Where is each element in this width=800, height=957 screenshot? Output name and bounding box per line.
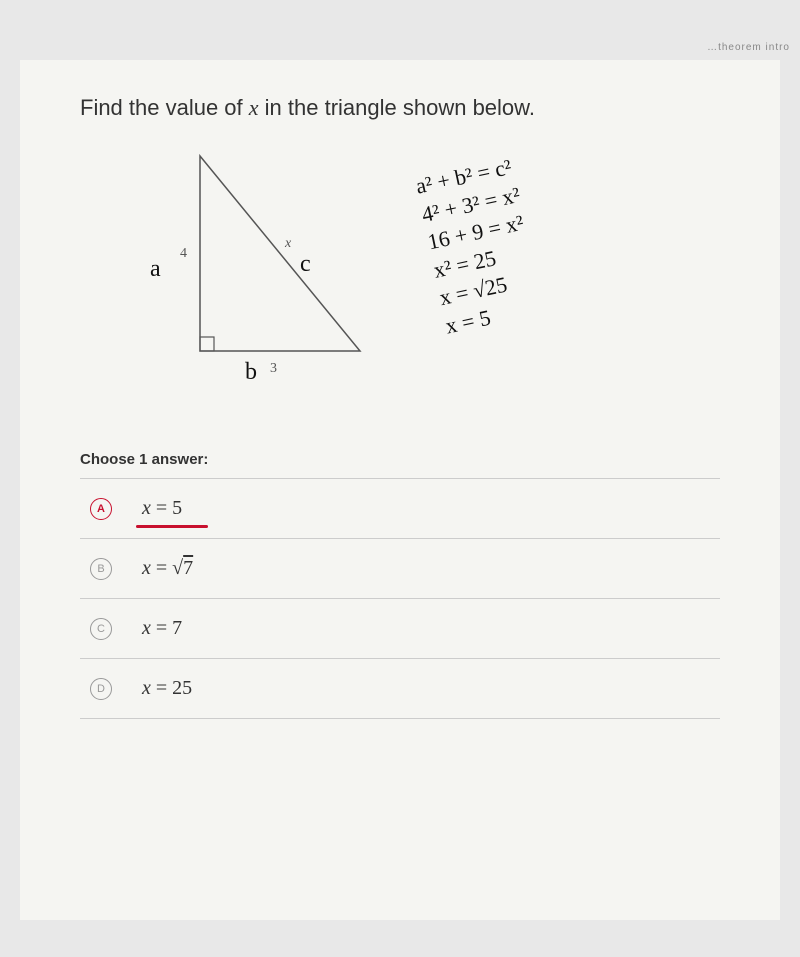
- answer-text-a: x = 5: [142, 497, 182, 520]
- hand-label-a: a: [150, 256, 161, 283]
- question-text: Find the value of x in the triangle show…: [80, 95, 720, 121]
- selected-underline: [136, 525, 208, 528]
- question-suffix: in the triangle shown below.: [259, 95, 535, 120]
- answer-option-a[interactable]: A x = 5: [80, 479, 720, 539]
- triangle-figure: 4 3 x a b c: [110, 151, 390, 411]
- question-prefix: Find the value of: [80, 95, 249, 120]
- answer-text-c: x = 7: [142, 617, 182, 640]
- answer-option-c[interactable]: C x = 7: [80, 599, 720, 659]
- answer-text-d: x = 25: [142, 677, 192, 700]
- triangle-shape: [200, 156, 360, 351]
- handwritten-work: a² + b² = c² 4² + 3² = x² 16 + 9 = x² x²…: [413, 153, 546, 342]
- question-variable: x: [249, 95, 259, 120]
- answer-option-b[interactable]: B x = √7: [80, 539, 720, 599]
- answer-text-b: x = √7: [142, 557, 193, 580]
- side-b-length: 3: [270, 361, 277, 377]
- answer-badge-a: A: [90, 498, 112, 520]
- answer-option-d[interactable]: D x = 25: [80, 659, 720, 719]
- page-background: Find the value of x in the triangle show…: [0, 0, 800, 957]
- choose-answer-label: Choose 1 answer:: [80, 451, 720, 468]
- answer-list: A x = 5 B x = √7 C x = 7 D x = 25: [80, 478, 720, 719]
- hand-label-b: b: [245, 359, 257, 386]
- answer-badge-c: C: [90, 618, 112, 640]
- figure-row: 4 3 x a b c a² + b² = c² 4² + 3² = x² 16…: [80, 151, 720, 411]
- answer-badge-b: B: [90, 558, 112, 580]
- content-sheet: Find the value of x in the triangle show…: [20, 60, 780, 920]
- hand-label-c: c: [300, 251, 311, 278]
- answer-badge-d: D: [90, 678, 112, 700]
- side-a-length: 4: [180, 246, 187, 262]
- header-fragment: …theorem intro: [707, 42, 790, 53]
- right-angle-mark: [200, 337, 214, 351]
- side-c-length: x: [285, 236, 291, 252]
